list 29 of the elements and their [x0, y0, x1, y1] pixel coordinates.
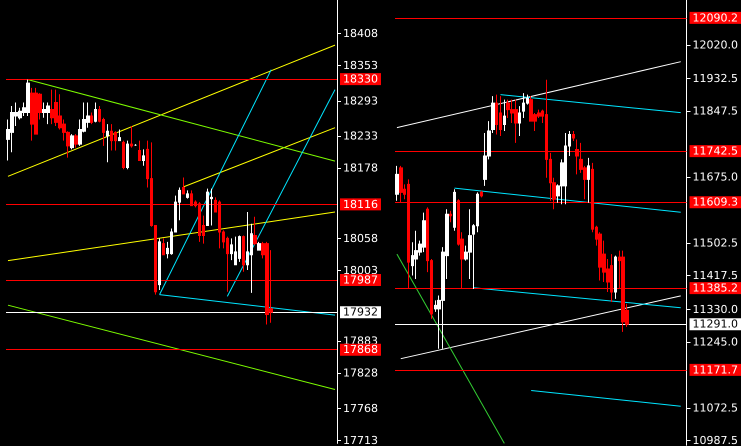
y-tick-label: 17828 — [343, 366, 378, 380]
ref-line-label: 11291.0 — [692, 318, 738, 331]
y-tick-label: 18058 — [343, 232, 378, 245]
y-tick-label: 11847.5 — [692, 104, 738, 118]
y-tick-label: 11072.5 — [692, 401, 738, 414]
ref-line-label: 11609.3 — [692, 196, 738, 209]
y-tick-label: 17713 — [343, 434, 378, 446]
y-tick-label: 11417.5 — [692, 269, 738, 282]
y-tick-label: 17768 — [343, 402, 378, 415]
y-tick-label: 12020.0 — [692, 38, 738, 52]
ref-line-label: 18330 — [343, 72, 378, 86]
ref-line-label: 17932 — [343, 306, 378, 319]
ref-line-label: 18116 — [343, 198, 378, 211]
y-tick-label: 11675.0 — [692, 170, 738, 184]
y-tick-label: 11330.0 — [692, 302, 738, 316]
y-tick-label: 18353 — [343, 59, 378, 72]
ref-line-label: 12090.2 — [692, 11, 738, 24]
ref-line-label: 11171.7 — [692, 363, 738, 376]
y-tick-label: 18293 — [343, 94, 378, 108]
ref-line-label: 11742.5 — [692, 144, 738, 158]
y-tick-label: 18233 — [343, 129, 378, 142]
y-tick-label: 18408 — [343, 26, 378, 40]
ref-line-label: 17987 — [343, 274, 378, 286]
y-tick-label: 11932.5 — [692, 72, 738, 85]
ref-line-label: 11385.2 — [692, 282, 738, 295]
y-tick-label: 11245.0 — [692, 335, 738, 348]
y-tick-label: 10987.5 — [692, 434, 738, 446]
y-tick-label: 11502.5 — [692, 236, 738, 250]
y-tick-label: 18178 — [343, 162, 378, 175]
